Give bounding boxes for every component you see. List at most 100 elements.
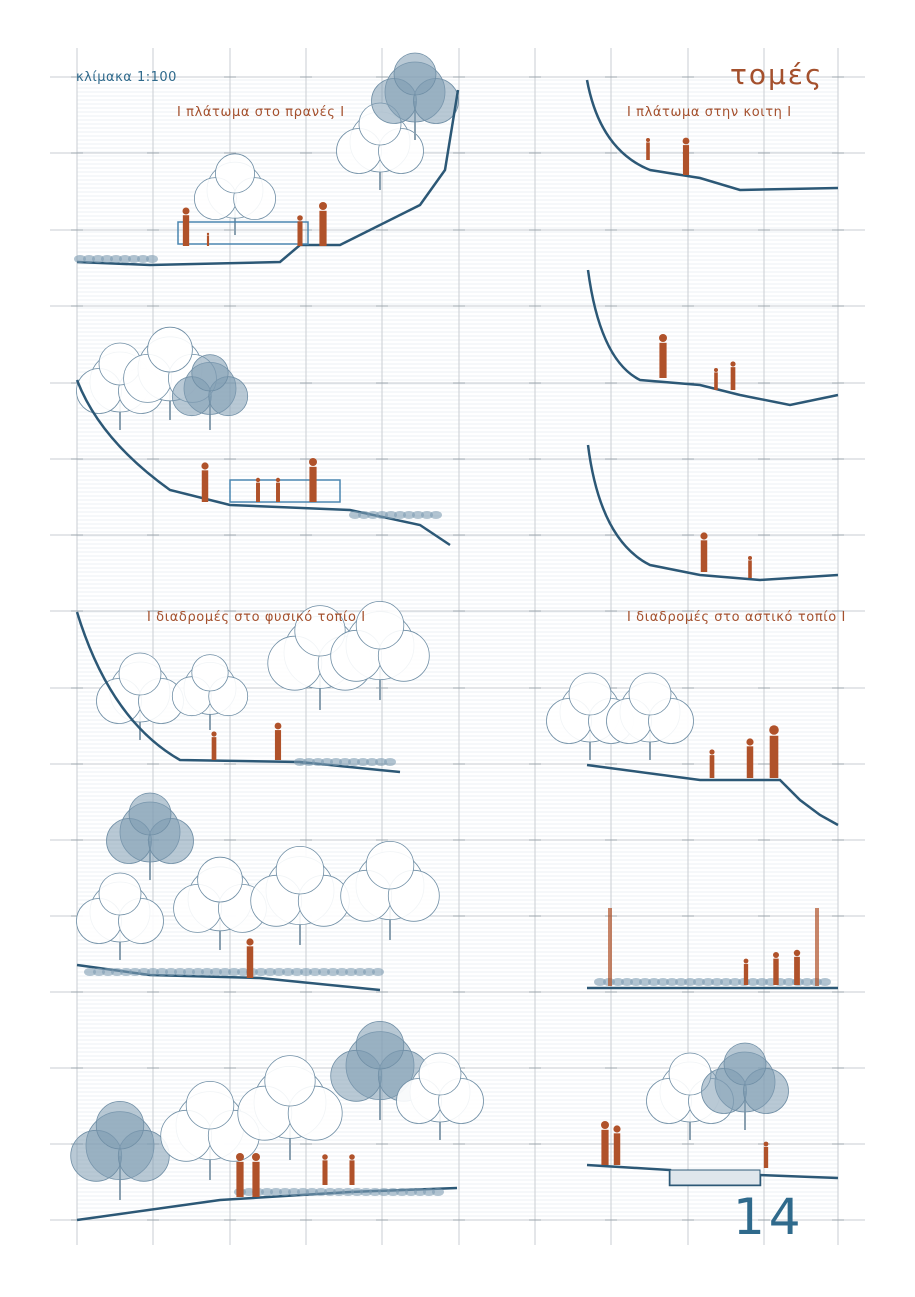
shrub bbox=[315, 1188, 327, 1196]
person-figure-head bbox=[201, 462, 209, 470]
person-figure-body bbox=[252, 1161, 260, 1197]
shrub bbox=[288, 1188, 300, 1196]
shrub bbox=[84, 968, 96, 976]
shrub bbox=[360, 1188, 372, 1196]
shrub bbox=[747, 978, 759, 986]
shrub bbox=[92, 255, 104, 263]
person-figure-head bbox=[319, 202, 327, 210]
ground-section-line bbox=[586, 269, 839, 407]
shrub bbox=[270, 1188, 282, 1196]
shrub bbox=[156, 968, 168, 976]
planter-box bbox=[669, 1169, 761, 1186]
shrub bbox=[385, 511, 397, 519]
shrub bbox=[147, 968, 159, 976]
person-figure-body bbox=[646, 142, 650, 160]
shrub bbox=[102, 968, 114, 976]
shrub bbox=[366, 758, 378, 766]
shrub bbox=[375, 758, 387, 766]
shrub bbox=[405, 1188, 417, 1196]
person-figure-body bbox=[201, 470, 209, 502]
shrub bbox=[342, 1188, 354, 1196]
person-figure-body bbox=[682, 145, 690, 175]
shrub bbox=[137, 255, 149, 263]
person-figure-body bbox=[730, 367, 736, 390]
person-figure-head bbox=[748, 556, 752, 560]
shrub bbox=[120, 968, 132, 976]
person-figure-head bbox=[322, 1154, 328, 1160]
platform-railing bbox=[229, 479, 341, 503]
shrub bbox=[819, 978, 831, 986]
shrub bbox=[363, 968, 375, 976]
shrub bbox=[403, 511, 415, 519]
shrub bbox=[339, 758, 351, 766]
shrub bbox=[354, 968, 366, 976]
person-figure-body bbox=[743, 963, 749, 985]
tree-canopy bbox=[355, 1020, 405, 1070]
shrub bbox=[421, 511, 433, 519]
shrub bbox=[394, 511, 406, 519]
person-figure-body bbox=[714, 372, 718, 390]
person-figure-body bbox=[601, 1129, 609, 1165]
shrub bbox=[729, 978, 741, 986]
person-figure-head bbox=[793, 949, 801, 957]
person-figure-head bbox=[709, 749, 715, 755]
tree-canopy bbox=[185, 1080, 235, 1130]
shrub bbox=[720, 978, 732, 986]
person-figure-body bbox=[748, 560, 752, 578]
shrub bbox=[648, 978, 660, 986]
ground-section-line bbox=[586, 444, 839, 582]
shrub bbox=[273, 968, 285, 976]
tree-canopy bbox=[197, 856, 243, 903]
person-figure-body bbox=[246, 946, 254, 978]
tree-canopy bbox=[191, 354, 229, 392]
section-title-urban-paths: I διαδρομές στο αστικό τοπίο I bbox=[627, 610, 846, 625]
person-figure-body bbox=[659, 342, 667, 378]
shrub bbox=[192, 968, 204, 976]
shrub bbox=[348, 758, 360, 766]
tree-canopy bbox=[118, 652, 162, 696]
shrub bbox=[261, 1188, 273, 1196]
shrub bbox=[783, 978, 795, 986]
person-figure-body bbox=[709, 755, 715, 778]
tree-canopy bbox=[98, 872, 142, 916]
tree-canopy bbox=[393, 52, 437, 96]
shrub bbox=[684, 978, 696, 986]
shrub bbox=[412, 511, 424, 519]
ground-section-line bbox=[76, 89, 460, 267]
shrub bbox=[336, 968, 348, 976]
shrub bbox=[93, 968, 105, 976]
shrub bbox=[318, 968, 330, 976]
shrub bbox=[376, 511, 388, 519]
person-figure-body bbox=[211, 737, 217, 760]
shrub bbox=[129, 968, 141, 976]
person-figure-head bbox=[206, 232, 210, 236]
shrub bbox=[630, 978, 642, 986]
shrub bbox=[756, 978, 768, 986]
shrub bbox=[306, 1188, 318, 1196]
shrub bbox=[297, 1188, 309, 1196]
shrub bbox=[369, 1188, 381, 1196]
urban-pole bbox=[608, 908, 612, 986]
person-figure-head bbox=[182, 207, 190, 215]
shrub bbox=[358, 511, 370, 519]
shrub bbox=[174, 968, 186, 976]
urban-pole bbox=[815, 908, 819, 986]
shrub bbox=[327, 968, 339, 976]
tree-canopy bbox=[418, 1052, 462, 1096]
shrub bbox=[711, 978, 723, 986]
shrub bbox=[300, 968, 312, 976]
ground-section-line bbox=[75, 379, 451, 547]
shrub bbox=[430, 511, 442, 519]
shrub bbox=[110, 255, 122, 263]
shrub bbox=[357, 758, 369, 766]
shrub bbox=[639, 978, 651, 986]
shrub bbox=[345, 968, 357, 976]
tree-canopy bbox=[275, 846, 325, 895]
person-figure-head bbox=[773, 952, 779, 958]
shrub bbox=[367, 511, 379, 519]
person-figure-head bbox=[769, 725, 779, 735]
person-figure-head bbox=[743, 958, 749, 964]
tree-canopy bbox=[128, 792, 172, 836]
shrub bbox=[101, 255, 113, 263]
tree-canopy bbox=[294, 605, 346, 657]
